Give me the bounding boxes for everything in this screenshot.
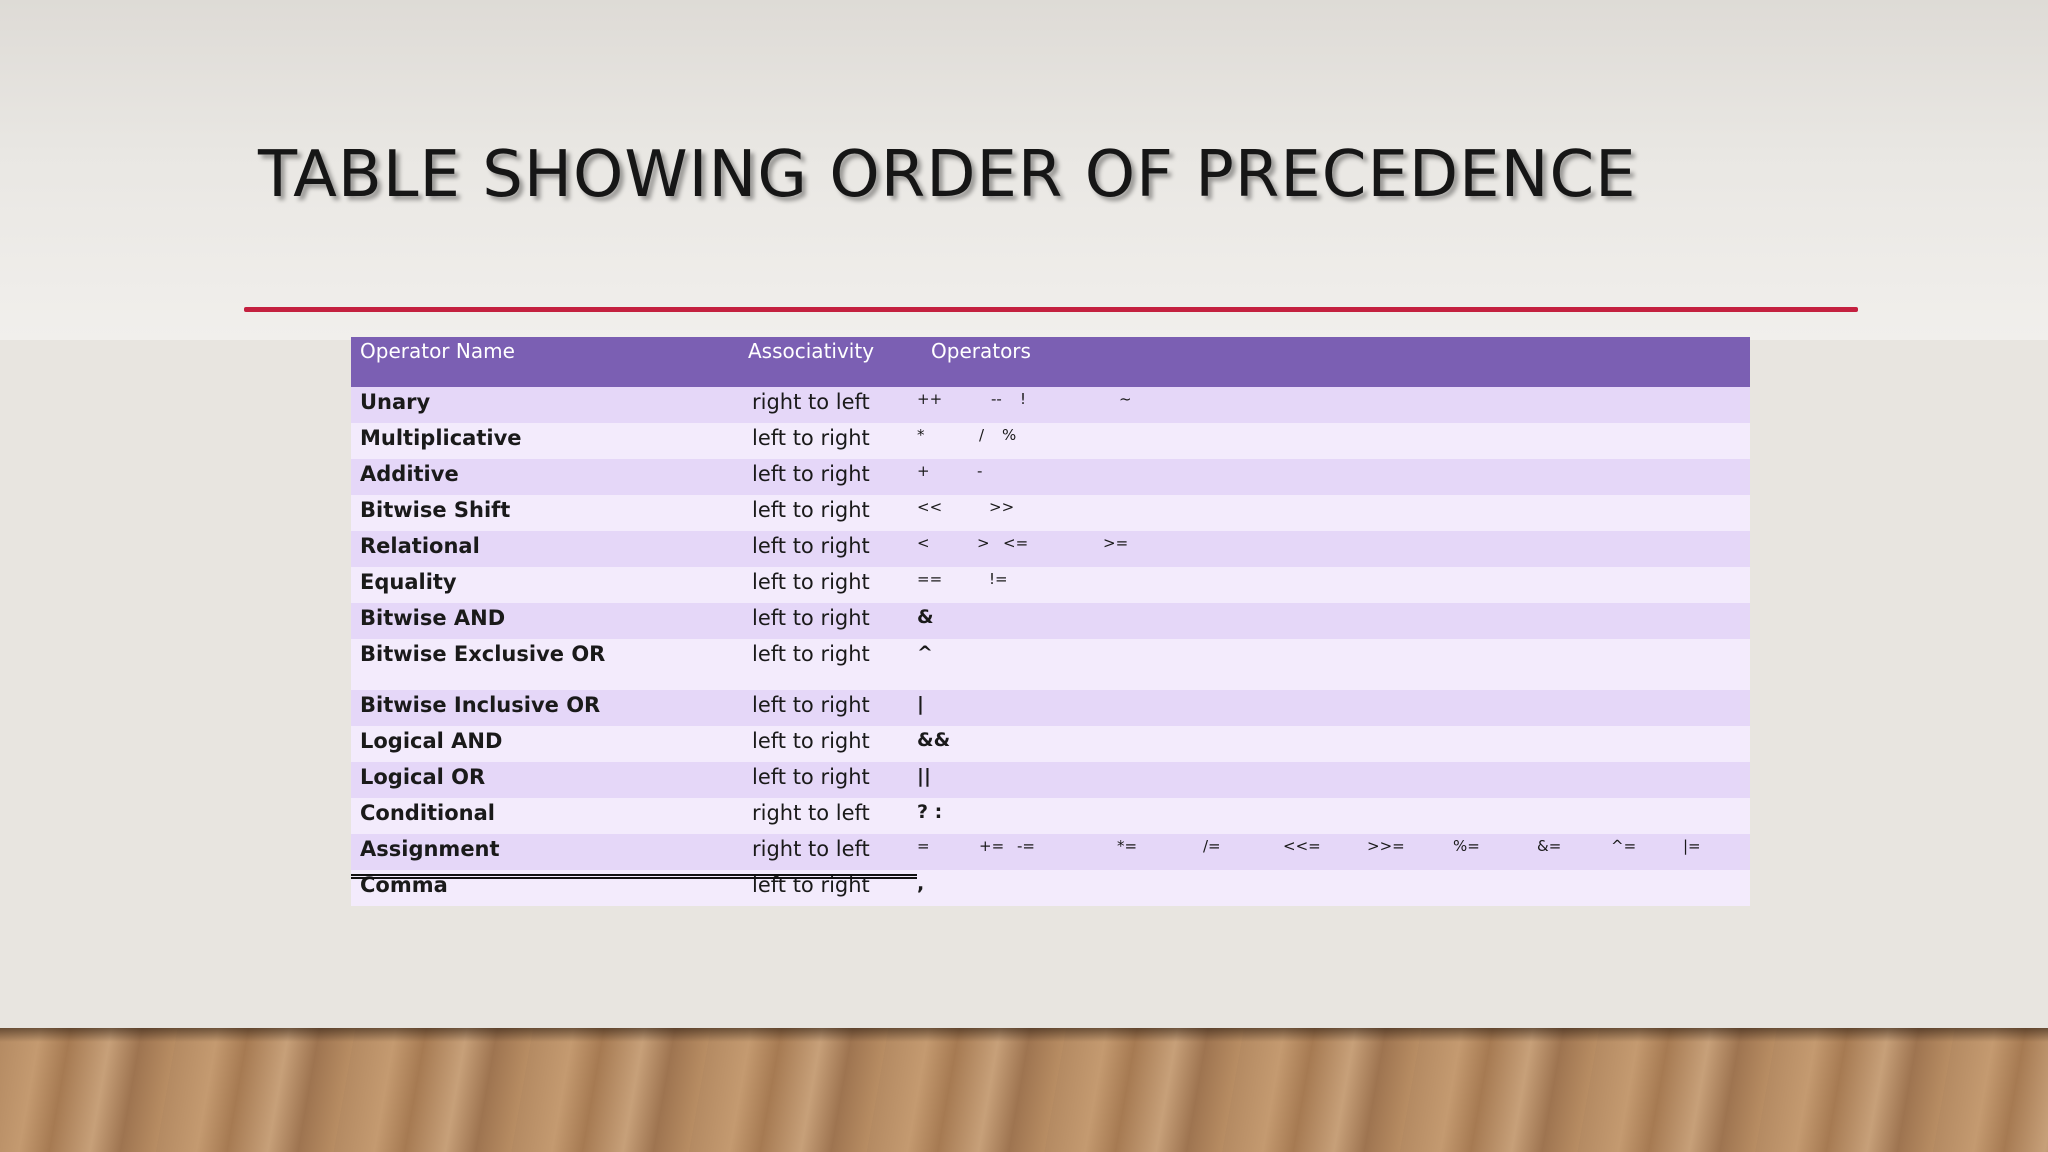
associativity-cell: right to left (752, 390, 870, 414)
wood-floor-decoration (0, 1028, 2048, 1152)
operator-symbol: %= (1453, 837, 1480, 855)
table-row: Bitwise Exclusive OR left to right ^ (351, 639, 1750, 690)
operator-symbol: -= (1017, 837, 1035, 855)
table-row: Logical OR left to right || (351, 762, 1750, 798)
associativity-cell: left to right (752, 498, 870, 522)
table-row: Multiplicative left to right * /% (351, 423, 1750, 459)
operator-symbol: < (917, 534, 930, 552)
header-associativity: Associativity (748, 339, 875, 363)
operator-symbol: | (917, 693, 924, 715)
associativity-cell: left to right (752, 606, 870, 630)
operator-symbol: >= (1103, 534, 1129, 552)
operator-symbol: ^= (1611, 837, 1637, 855)
operator-symbol: -- (991, 390, 1002, 408)
table-body: Unary right to left ++ --! ~ Multiplicative le… (351, 387, 1750, 908)
slide-title: TABLE SHOWING ORDER OF PRECEDENCE (258, 138, 1637, 212)
operator-symbol: <<= (1283, 837, 1321, 855)
operator-symbol: |= (1683, 837, 1701, 855)
operator-symbol: ! (1020, 390, 1027, 408)
operator-symbol: * (917, 426, 925, 444)
table-double-rule (351, 874, 917, 879)
associativity-cell: left to right (752, 729, 870, 753)
table-row: Comma left to right, (351, 870, 1750, 908)
operator-name-cell: Assignment (360, 837, 500, 861)
operator-name-cell: Additive (360, 462, 459, 486)
operator-symbol: *= (1117, 837, 1138, 855)
table-row: Additive left to right + - (351, 459, 1750, 495)
table-row: Conditional right to left ? : (351, 798, 1750, 834)
precedence-table: Operator Name Associativity Operators Un… (351, 337, 1750, 908)
operator-name-cell: Equality (360, 570, 457, 594)
table-row: Equality left to right == != (351, 567, 1750, 603)
operator-name-cell: Logical OR (360, 765, 486, 789)
table-row: Logical AND left to right && (351, 726, 1750, 762)
operator-symbol: || (917, 765, 931, 787)
slide-header-background (0, 0, 2048, 341)
table-row: Bitwise Inclusive OR left to right | (351, 690, 1750, 726)
operator-symbol: ? : (917, 801, 943, 823)
operator-name-cell: Bitwise Inclusive OR (360, 693, 601, 717)
operator-name-cell: Multiplicative (360, 426, 522, 450)
operator-symbol: >>= (1367, 837, 1405, 855)
operator-name-cell: Bitwise Exclusive OR (360, 642, 606, 666)
table-row: Unary right to left ++ --! ~ (351, 387, 1750, 423)
associativity-cell: left to right (752, 765, 870, 789)
associativity-cell: left to right (752, 426, 870, 450)
operator-symbol: / (979, 426, 985, 444)
title-underline-rule (244, 307, 1858, 312)
associativity-cell: left to right (752, 570, 870, 594)
operator-symbol: , (917, 873, 925, 895)
operator-symbol: - (977, 462, 983, 480)
operator-name-cell: Bitwise AND (360, 606, 506, 630)
associativity-cell: right to left (752, 837, 870, 861)
header-operator-name: Operator Name (360, 339, 515, 363)
operator-symbol: <= (1003, 534, 1029, 552)
associativity-cell: right to left (752, 801, 870, 825)
operator-symbol: >> (989, 498, 1015, 516)
operator-symbol: != (989, 570, 1008, 588)
table-header-row: Operator Name Associativity Operators (351, 337, 1750, 387)
header-operators: Operators (931, 339, 1031, 363)
operator-symbol: << (917, 498, 943, 516)
associativity-cell: left to right (752, 693, 870, 717)
operator-name-cell: Relational (360, 534, 480, 558)
operator-symbol: % (1002, 426, 1017, 444)
operator-name-cell: Bitwise Shift (360, 498, 511, 522)
operator-symbol: &= (1537, 837, 1562, 855)
table-row: Bitwise Shift left to right << >> (351, 495, 1750, 531)
operator-name-cell: Conditional (360, 801, 496, 825)
operator-symbol: & (917, 606, 934, 628)
table-row: Bitwise AND left to right & (351, 603, 1750, 639)
table-row: Relational left to right < > <= >= (351, 531, 1750, 567)
operator-symbol: + (917, 462, 930, 480)
operator-symbol: ^ (917, 642, 933, 664)
operator-symbol: && (917, 729, 951, 751)
associativity-cell: left to right (752, 462, 870, 486)
operator-symbol: == (917, 570, 943, 588)
operator-symbol: > (977, 534, 990, 552)
operator-symbol: += (979, 837, 1005, 855)
operator-symbol: /= (1203, 837, 1221, 855)
operator-name-cell: Logical AND (360, 729, 503, 753)
operator-symbol: ++ (917, 390, 943, 408)
operator-name-cell: Unary (360, 390, 431, 414)
operator-symbol: = (917, 837, 930, 855)
associativity-cell: left to right (752, 642, 870, 666)
operator-symbol: ~ (1119, 390, 1132, 408)
associativity-cell: left to right (752, 534, 870, 558)
table-row: Assignment right to left = += -= *= /= <<= >>= %=… (351, 834, 1750, 870)
